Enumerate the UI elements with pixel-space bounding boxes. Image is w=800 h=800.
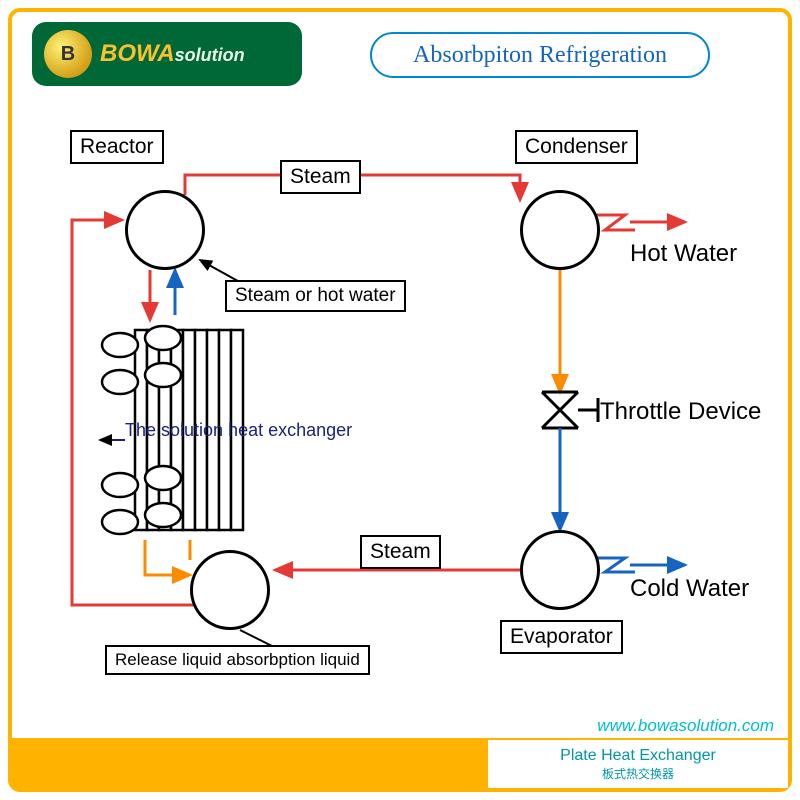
hx-label: The solution heat exchanger: [125, 420, 352, 441]
footer-caption: Plate Heat Exchanger 板式热交换器: [488, 738, 788, 788]
cold-water-label: Cold Water: [630, 575, 749, 603]
diagram-title: Absorbpiton Refrigeration: [370, 32, 710, 78]
logo-badge: B BOWAsolution: [32, 22, 302, 86]
evaporator-label: Evaporator: [500, 620, 623, 654]
condenser-label: Condenser: [515, 130, 638, 164]
footer-accent: [12, 738, 488, 788]
logo-text: BOWAsolution: [100, 40, 245, 68]
release-label: Release liquid absorbption liquid: [105, 645, 370, 675]
reactor-node: [125, 190, 205, 270]
steam-or-hot-label: Steam or hot water: [225, 280, 406, 312]
throttle-label: Throttle Device: [600, 398, 761, 426]
diagram-canvas: Reactor Steam Condenser Steam or hot wat…: [30, 120, 770, 700]
steam2-label: Steam: [360, 535, 441, 569]
condenser-node: [520, 190, 600, 270]
footer-url: www.bowasolution.com: [597, 716, 774, 736]
footer: www.bowasolution.com Plate Heat Exchange…: [12, 712, 788, 788]
reactor-label: Reactor: [70, 130, 164, 164]
steam1-label: Steam: [280, 160, 361, 194]
hot-water-label: Hot Water: [630, 240, 737, 268]
absorber-node: [190, 550, 270, 630]
logo-icon: B: [44, 30, 92, 78]
evaporator-node: [520, 530, 600, 610]
